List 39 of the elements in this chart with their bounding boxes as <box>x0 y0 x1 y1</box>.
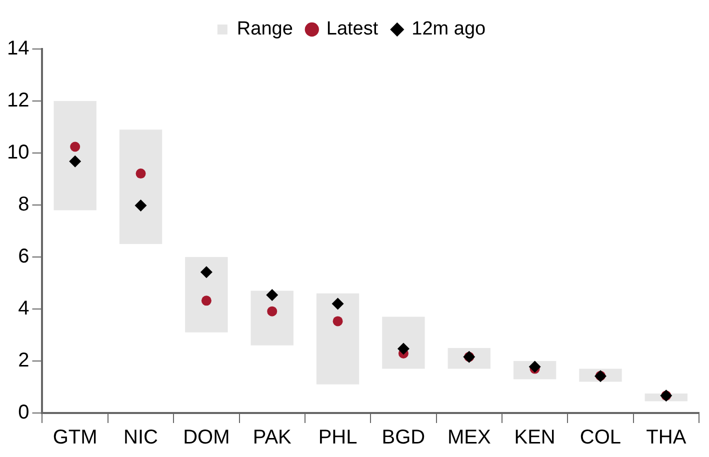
y-tick-label: 2 <box>18 350 30 372</box>
point <box>332 298 344 310</box>
y-tick-label: 14 <box>6 38 30 60</box>
point <box>332 316 343 326</box>
point <box>397 342 410 355</box>
point <box>200 266 212 278</box>
bar <box>382 316 425 369</box>
point <box>134 200 147 212</box>
y-tick-label: 6 <box>18 246 30 268</box>
point <box>201 296 212 306</box>
y-tick-label: 12 <box>6 90 30 112</box>
bar <box>119 130 162 244</box>
point <box>70 142 80 152</box>
y-tick-label: 4 <box>18 298 30 320</box>
bar <box>448 348 490 369</box>
bar <box>250 290 294 346</box>
x-tick-label: MEX <box>447 426 491 449</box>
x-tick-label: PAK <box>252 426 292 449</box>
bar <box>316 293 360 384</box>
x-tick-label: KEN <box>514 426 556 449</box>
x-tick-label: PHL <box>318 426 358 449</box>
x-tick-label: THA <box>646 426 687 449</box>
legend-label: 12m ago <box>412 18 486 40</box>
point <box>136 168 146 179</box>
legend-label: Latest <box>326 18 379 40</box>
x-tick-label: BGD <box>382 426 426 449</box>
y-tick-label: 0 <box>18 402 30 424</box>
legend-label: Range <box>236 18 293 40</box>
bar <box>54 101 96 210</box>
y-tick-label: 10 <box>6 142 30 164</box>
point <box>267 306 278 316</box>
x-tick-label: GTM <box>52 426 98 449</box>
x-tick-label: COL <box>580 426 622 449</box>
x-tick-label: NIC <box>124 426 158 449</box>
y-tick-label: 8 <box>18 194 30 216</box>
bar <box>185 257 228 332</box>
point <box>69 155 82 168</box>
x-tick-label: DOM <box>183 426 230 449</box>
point <box>266 288 278 301</box>
